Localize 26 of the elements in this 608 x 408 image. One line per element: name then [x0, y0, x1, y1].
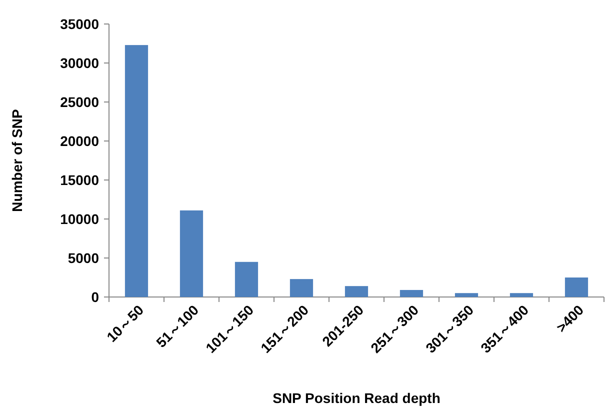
y-tick-label: 35000 — [60, 16, 100, 32]
bar — [564, 278, 588, 297]
y-tick-label: 25000 — [60, 94, 100, 110]
bar — [344, 286, 368, 297]
bar — [180, 210, 204, 297]
bar — [234, 262, 258, 297]
bar — [290, 279, 314, 297]
bar — [454, 293, 478, 297]
x-tick-label: 351～400 — [477, 302, 532, 356]
y-tick-label: 10000 — [60, 211, 100, 227]
x-tick-label: 10～50 — [103, 302, 147, 346]
x-tick-label: 51～100 — [152, 302, 202, 351]
y-tick-label: 20000 — [60, 133, 100, 149]
bar — [510, 293, 534, 297]
x-tick-label: 301～350 — [422, 302, 477, 356]
y-tick-label: 5000 — [68, 250, 100, 266]
y-tick-label: 30000 — [60, 55, 100, 71]
y-axis-title: Number of SNP — [9, 109, 25, 212]
x-axis-title: SNP Position Read depth — [272, 390, 440, 406]
x-tick-label: 251～300 — [367, 302, 422, 356]
bar — [400, 290, 424, 297]
y-tick-label: 15000 — [60, 172, 100, 188]
x-tick-label: 101～150 — [202, 302, 257, 356]
y-tick-label: 0 — [91, 289, 100, 305]
bar — [124, 45, 148, 297]
x-tick-label: 151～200 — [257, 302, 312, 356]
